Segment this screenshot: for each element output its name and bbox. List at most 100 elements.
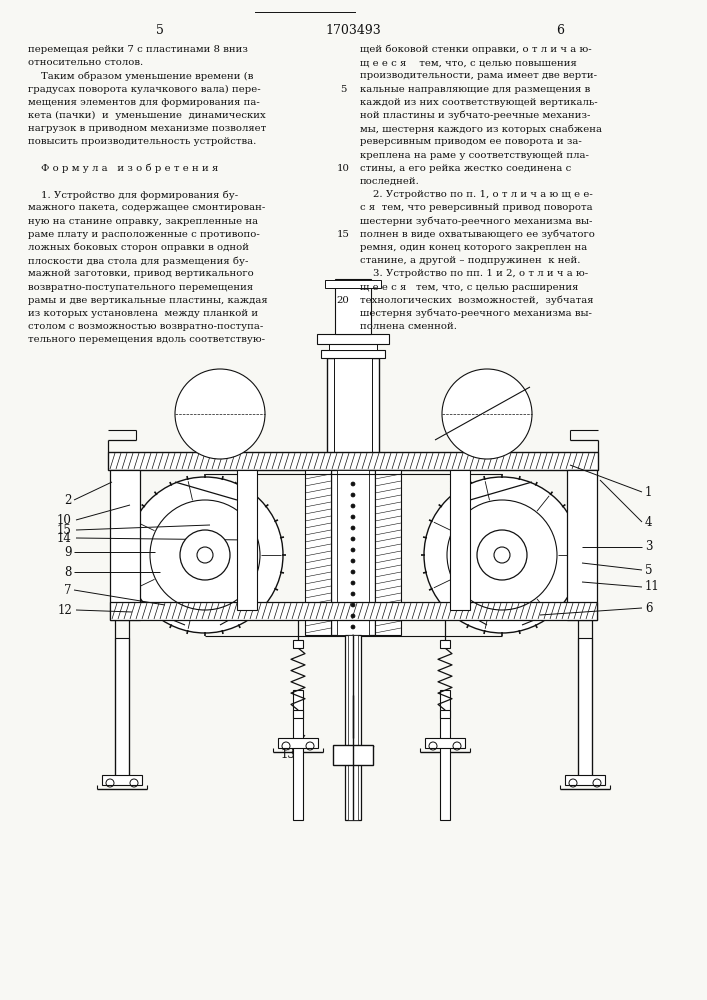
Bar — [333, 745, 373, 765]
Text: Таким образом уменьшение времени (в: Таким образом уменьшение времени (в — [28, 71, 253, 81]
Text: 15: 15 — [337, 230, 349, 239]
Text: ную на станине оправку, закрепленные на: ную на станине оправку, закрепленные на — [28, 217, 258, 226]
Text: 3: 3 — [645, 540, 653, 554]
Circle shape — [351, 504, 355, 508]
Bar — [110, 470, 140, 620]
Text: 9: 9 — [64, 546, 72, 558]
Text: 12: 12 — [57, 603, 72, 616]
Text: каждой из них соответствующей вертикаль-: каждой из них соответствующей вертикаль- — [360, 98, 597, 107]
Text: повысить производительность устройства.: повысить производительность устройства. — [28, 137, 257, 146]
Text: нагрузок в приводном механизме позволяет: нагрузок в приводном механизме позволяет — [28, 124, 267, 133]
Bar — [348, 635, 358, 820]
Text: из которых установлена  между планкой и: из которых установлена между планкой и — [28, 309, 258, 318]
Circle shape — [351, 625, 355, 629]
Text: 15: 15 — [57, 524, 72, 536]
Circle shape — [175, 369, 265, 459]
Text: стины, а его рейка жестко соединена с: стины, а его рейка жестко соединена с — [360, 164, 571, 173]
Text: 1703493: 1703493 — [325, 23, 381, 36]
Text: 1: 1 — [645, 486, 653, 498]
Text: 10: 10 — [337, 164, 349, 173]
Text: 13: 13 — [281, 748, 296, 760]
Circle shape — [351, 592, 355, 596]
Text: 2. Устройство по п. 1, о т л и ч а ю щ е е-: 2. Устройство по п. 1, о т л и ч а ю щ е… — [360, 190, 592, 199]
Text: перемещая рейки 7 с пластинами 8 вниз: перемещая рейки 7 с пластинами 8 вниз — [28, 45, 248, 54]
Bar — [102, 775, 142, 785]
Text: 14: 14 — [57, 532, 72, 544]
Text: 5: 5 — [156, 23, 164, 36]
Bar — [327, 358, 379, 470]
Circle shape — [197, 547, 213, 563]
Text: столом с возможностью возвратно-поступа-: столом с возможностью возвратно-поступа- — [28, 322, 263, 331]
Circle shape — [351, 537, 355, 541]
Bar — [293, 690, 303, 820]
Text: 8: 8 — [64, 566, 72, 578]
Text: плоскости два стола для размещения бу-: плоскости два стола для размещения бу- — [28, 256, 248, 266]
Circle shape — [351, 570, 355, 574]
Circle shape — [494, 547, 510, 563]
Circle shape — [351, 515, 355, 519]
Circle shape — [351, 603, 355, 607]
Circle shape — [351, 482, 355, 486]
Text: станине, а другой – подпружинен  к ней.: станине, а другой – подпружинен к ней. — [360, 256, 580, 265]
Text: относительно столов.: относительно столов. — [28, 58, 144, 67]
Text: 5: 5 — [340, 85, 346, 94]
Text: тельного перемещения вдоль соответствую-: тельного перемещения вдоль соответствую- — [28, 335, 265, 344]
Text: полнена сменной.: полнена сменной. — [360, 322, 457, 331]
Text: 4: 4 — [645, 516, 653, 528]
Text: 2: 2 — [64, 493, 72, 506]
Bar — [293, 640, 303, 648]
Text: раме плату и расположенные с противопо-: раме плату и расположенные с противопо- — [28, 230, 259, 239]
Bar — [440, 690, 450, 820]
Text: мы, шестерня каждого из которых снабжена: мы, шестерня каждого из которых снабжена — [360, 124, 602, 134]
Text: полнен в виде охватывающего ее зубчатого: полнен в виде охватывающего ее зубчатого — [360, 230, 595, 239]
Text: 6: 6 — [556, 23, 564, 36]
Text: 5: 5 — [645, 564, 653, 576]
Text: 1. Устройство для формирования бу-: 1. Устройство для формирования бу- — [28, 190, 238, 200]
Text: кальные направляющие для размещения в: кальные направляющие для размещения в — [360, 85, 590, 94]
Bar — [440, 640, 450, 648]
Text: ложных боковых сторон оправки в одной: ложных боковых сторон оправки в одной — [28, 243, 249, 252]
Text: производительности, рама имеет две верти-: производительности, рама имеет две верти… — [360, 71, 597, 80]
Text: кета (пачки)  и  уменьшение  динамических: кета (пачки) и уменьшение динамических — [28, 111, 266, 120]
Bar — [334, 358, 372, 470]
Text: технологических  возможностей,  зубчатая: технологических возможностей, зубчатая — [360, 296, 593, 305]
Text: 6: 6 — [645, 601, 653, 614]
Text: щей боковой стенки оправки, о т л и ч а ю-: щей боковой стенки оправки, о т л и ч а … — [360, 45, 592, 54]
Text: 20: 20 — [337, 296, 349, 305]
Circle shape — [351, 581, 355, 585]
Bar — [115, 638, 129, 780]
Circle shape — [442, 369, 532, 459]
Text: с я  тем, что реверсивный привод поворота: с я тем, что реверсивный привод поворота — [360, 203, 592, 212]
Bar — [345, 635, 361, 820]
Text: креплена на раме у соответствующей пла-: креплена на раме у соответствующей пла- — [360, 151, 589, 160]
Bar — [425, 738, 465, 748]
Bar — [335, 279, 371, 334]
Text: градусах поворота кулачкового вала) пере-: градусах поворота кулачкового вала) пере… — [28, 85, 261, 94]
Text: рамы и две вертикальные пластины, каждая: рамы и две вертикальные пластины, каждая — [28, 296, 268, 305]
Bar — [329, 344, 377, 350]
Text: щ е е с я   тем, что, с целью расширения: щ е е с я тем, что, с целью расширения — [360, 283, 578, 292]
Bar — [567, 470, 597, 620]
Text: щ е е с я    тем, что, с целью повышения: щ е е с я тем, что, с целью повышения — [360, 58, 577, 67]
Bar — [305, 470, 331, 635]
Bar — [317, 334, 389, 344]
Circle shape — [127, 477, 283, 633]
Text: шестерня зубчато-реечного механизма вы-: шестерня зубчато-реечного механизма вы- — [360, 309, 592, 318]
Text: 3. Устройство по пп. 1 и 2, о т л и ч а ю-: 3. Устройство по пп. 1 и 2, о т л и ч а … — [360, 269, 588, 278]
Circle shape — [351, 614, 355, 618]
Bar — [440, 710, 450, 718]
Circle shape — [351, 526, 355, 530]
Text: мещения элементов для формирования па-: мещения элементов для формирования па- — [28, 98, 259, 107]
Circle shape — [351, 493, 355, 497]
Text: последней.: последней. — [360, 177, 420, 186]
Bar — [237, 470, 257, 610]
Text: возвратно-поступательного перемещения: возвратно-поступательного перемещения — [28, 283, 253, 292]
Bar — [110, 602, 597, 620]
Text: шестерни зубчато-реечного механизма вы-: шестерни зубчато-реечного механизма вы- — [360, 217, 592, 226]
Bar — [325, 280, 381, 288]
Circle shape — [351, 548, 355, 552]
Text: Ф о р м у л а   и з о б р е т е н и я: Ф о р м у л а и з о б р е т е н и я — [28, 164, 218, 173]
Text: ремня, один конец которого закреплен на: ремня, один конец которого закреплен на — [360, 243, 588, 252]
Bar — [578, 638, 592, 780]
Bar — [278, 738, 318, 748]
